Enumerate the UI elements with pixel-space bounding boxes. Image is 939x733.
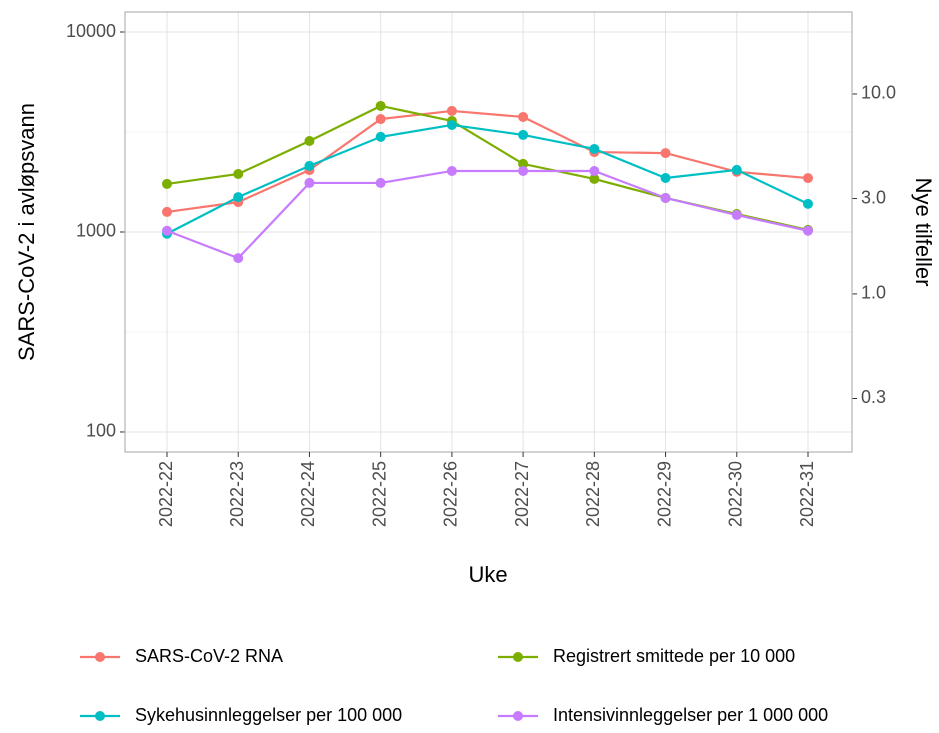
y-axis-title: SARS-CoV-2 i avløpsvann [14, 103, 39, 361]
data-point [518, 111, 529, 122]
data-point [589, 165, 600, 176]
x-tick-label: 2022-31 [797, 461, 817, 527]
legend-label: SARS-CoV-2 RNA [135, 646, 283, 666]
x-tick-label: 2022-28 [583, 461, 603, 527]
data-point [660, 192, 671, 203]
y2-tick-label: 10.0 [861, 83, 896, 103]
y-tick-label: 1000 [76, 221, 116, 241]
data-point [589, 143, 600, 154]
data-point [446, 165, 457, 176]
series-line [166, 123, 809, 235]
y2-tick-label: 0.3 [861, 387, 886, 407]
data-point [803, 198, 813, 209]
data-point [233, 192, 244, 203]
data-point [304, 135, 315, 146]
data-point [660, 172, 671, 183]
series-line [166, 109, 809, 214]
data-point [731, 164, 742, 175]
data-point [589, 173, 600, 184]
data-point [375, 114, 386, 125]
x-tick-label: 2022-30 [726, 461, 746, 527]
x-axis-title: Uke [468, 562, 507, 587]
legend-label: Registrert smittede per 10 000 [553, 646, 795, 666]
data-point [304, 177, 315, 188]
plot-border [124, 11, 853, 453]
data-point [446, 105, 457, 116]
x-tick-label: 2022-25 [369, 461, 389, 527]
x-tick-label: 2022-29 [654, 461, 674, 527]
data-point [518, 129, 529, 140]
data-point [375, 177, 386, 188]
data-point [304, 160, 315, 171]
y2-tick-label: 1.0 [861, 283, 886, 303]
y-tick-label: 100 [86, 421, 116, 441]
x-tick-label: 2022-24 [298, 461, 318, 527]
data-point [162, 206, 172, 217]
x-tick-label: 2022-23 [227, 461, 247, 527]
data-point [375, 100, 386, 111]
data-point [803, 173, 813, 184]
series-line [166, 169, 809, 260]
legend-key-point [95, 652, 105, 662]
x-tick-label: 2022-27 [512, 461, 532, 527]
data-point [803, 225, 813, 236]
data-point [731, 210, 742, 221]
legend-label: Intensivinnleggelser per 1 000 000 [553, 705, 828, 725]
y-tick-label: 10000 [66, 21, 116, 41]
legend-label: Sykehusinnleggelser per 100 000 [135, 705, 402, 725]
legend-key-point [95, 711, 105, 721]
legend-key-point [513, 652, 523, 662]
data-point [162, 178, 172, 189]
data-point [233, 168, 244, 179]
data-point [518, 158, 529, 169]
data-point [233, 253, 244, 264]
data-point [375, 131, 386, 142]
x-tick-label: 2022-26 [441, 461, 461, 527]
x-tick-label: 2022-22 [156, 461, 176, 527]
data-point [518, 165, 529, 176]
legend-key-point [513, 711, 523, 721]
y2-tick-label: 3.0 [861, 187, 886, 207]
data-point [446, 119, 457, 130]
data-point [162, 225, 172, 236]
data-point [660, 148, 671, 159]
y2-axis-title: Nye tilfeller [911, 178, 936, 287]
